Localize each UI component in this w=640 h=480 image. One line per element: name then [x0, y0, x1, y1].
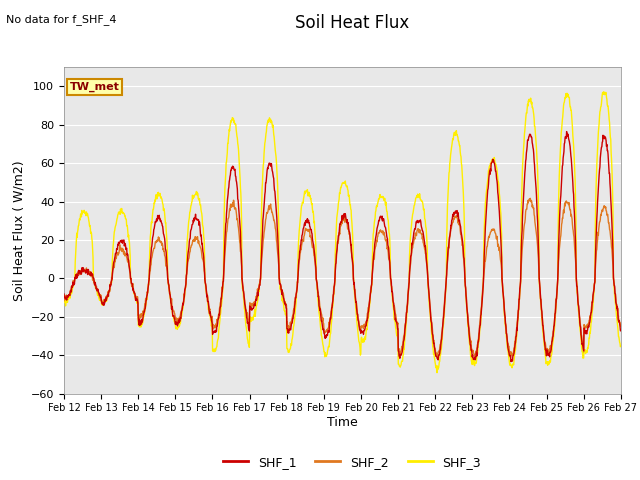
Y-axis label: Soil Heat Flux ( W/m2): Soil Heat Flux ( W/m2): [12, 160, 25, 300]
Text: Soil Heat Flux: Soil Heat Flux: [295, 14, 409, 33]
Legend: SHF_1, SHF_2, SHF_3: SHF_1, SHF_2, SHF_3: [218, 451, 486, 474]
X-axis label: Time: Time: [327, 416, 358, 429]
Text: No data for f_SHF_4: No data for f_SHF_4: [6, 14, 117, 25]
Text: TW_met: TW_met: [70, 82, 120, 92]
